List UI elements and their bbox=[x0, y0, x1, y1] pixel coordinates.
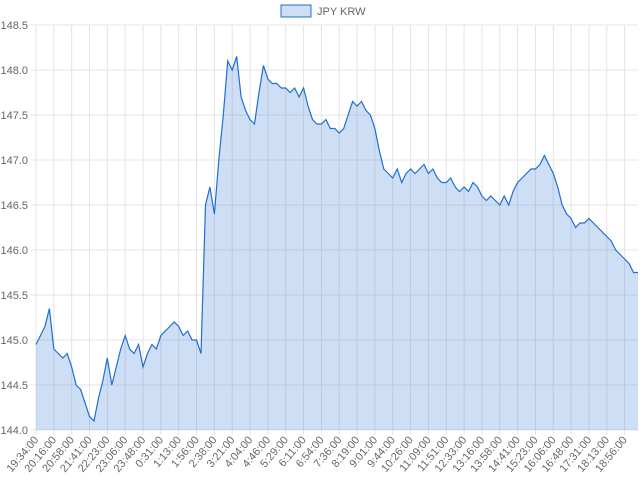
y-tick-label: 147.0 bbox=[0, 155, 28, 167]
y-tick-label: 148.5 bbox=[0, 20, 28, 32]
y-tick-label: 146.5 bbox=[0, 200, 28, 212]
y-tick-label: 146.0 bbox=[0, 245, 28, 257]
y-tick-label: 144.0 bbox=[0, 425, 28, 437]
legend-label: JPY KRW bbox=[317, 6, 366, 18]
area bbox=[36, 56, 638, 430]
y-tick-label: 145.5 bbox=[0, 290, 28, 302]
y-tick-label: 148.0 bbox=[0, 65, 28, 77]
line bbox=[35, 56, 638, 423]
y-tick-label: 147.5 bbox=[0, 110, 28, 122]
y-tick-label: 144.5 bbox=[0, 380, 28, 392]
y-tick-label: 145.0 bbox=[0, 335, 28, 347]
legend-swatch bbox=[280, 4, 312, 18]
